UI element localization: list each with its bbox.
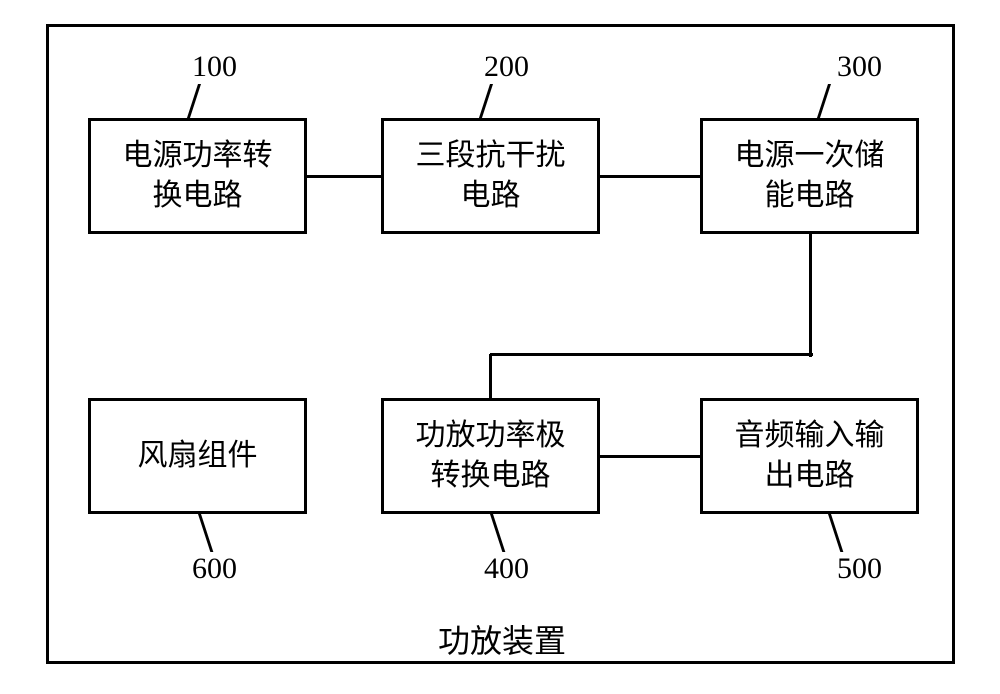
diagram-canvas: 电源功率转 换电路 三段抗干扰 电路 电源一次储 能电路 功放功率极 转换电路 … <box>0 0 1000 694</box>
edge-300-400-v2 <box>489 354 492 398</box>
block-500-text: 音频输入输 出电路 <box>735 416 885 497</box>
label-500: 500 <box>837 552 882 586</box>
block-300-text: 电源一次储 能电路 <box>735 136 885 217</box>
block-600-text: 风扇组件 <box>138 436 258 477</box>
edge-200-300 <box>600 175 700 178</box>
block-400-text: 功放功率极 转换电路 <box>416 416 566 497</box>
block-200-text: 三段抗干扰 电路 <box>416 136 566 217</box>
caption: 功放装置 <box>438 616 566 662</box>
block-200: 三段抗干扰 电路 <box>381 118 600 234</box>
label-100: 100 <box>192 50 237 84</box>
label-400: 400 <box>484 552 529 586</box>
block-300: 电源一次储 能电路 <box>700 118 919 234</box>
block-400: 功放功率极 转换电路 <box>381 398 600 514</box>
edge-100-200 <box>307 175 381 178</box>
block-500: 音频输入输 出电路 <box>700 398 919 514</box>
block-100: 电源功率转 换电路 <box>88 118 307 234</box>
block-600: 风扇组件 <box>88 398 307 514</box>
edge-400-500 <box>600 455 700 458</box>
label-300: 300 <box>837 50 882 84</box>
block-100-text: 电源功率转 换电路 <box>123 136 273 217</box>
edge-300-400-h <box>490 353 813 356</box>
label-600: 600 <box>192 552 237 586</box>
edge-300-400-v1 <box>809 234 812 357</box>
label-200: 200 <box>484 50 529 84</box>
